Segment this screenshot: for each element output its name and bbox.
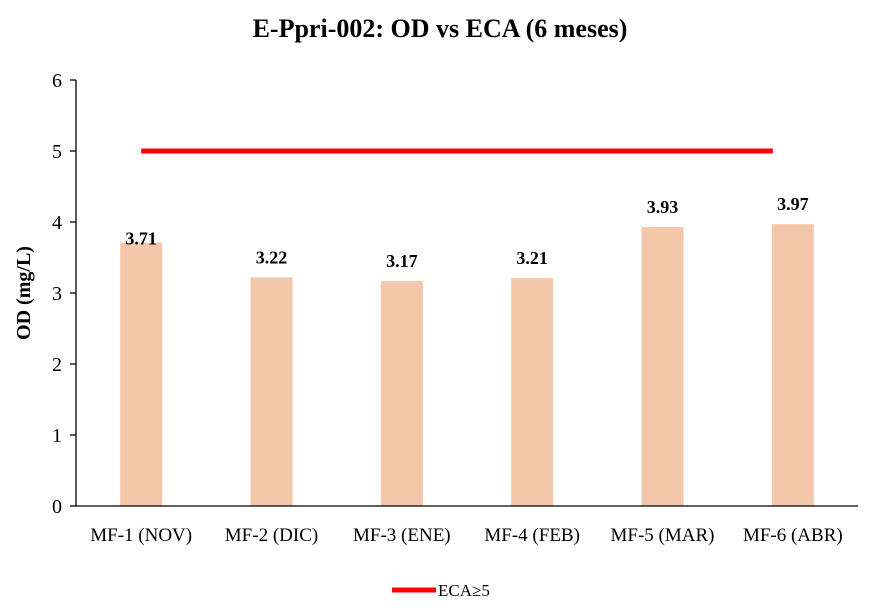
data-label: 3.93 [647, 197, 679, 217]
bars [120, 224, 814, 506]
bar [641, 226, 684, 506]
y-tick-label: 2 [52, 354, 62, 376]
data-label: 3.71 [125, 229, 157, 249]
y-ticks: 0 1 2 3 4 5 6 [52, 70, 76, 518]
y-tick-label: 5 [52, 141, 62, 163]
bar [771, 224, 814, 506]
bar [250, 277, 293, 506]
bar [380, 280, 423, 506]
data-label: 3.17 [386, 251, 418, 271]
data-label: 3.97 [777, 194, 809, 214]
bar [120, 242, 163, 506]
y-tick-label: 4 [52, 212, 62, 234]
legend-label-eca: ECA≥5 [438, 581, 490, 600]
data-label: 3.22 [256, 247, 288, 267]
x-tick-label: MF-2 (DIC) [225, 525, 318, 546]
y-tick-label: 1 [52, 425, 62, 447]
y-tick-label: 6 [52, 70, 62, 92]
data-labels: 3.71 3.22 3.17 3.21 3.93 3.97 [125, 194, 808, 271]
chart-title: E-Ppri-002: OD vs ECA (6 meses) [253, 14, 628, 43]
x-tick-label: MF-1 (NOV) [90, 525, 192, 546]
x-tick-label: MF-4 (FEB) [484, 525, 580, 546]
y-tick-label: 3 [52, 283, 62, 305]
x-tick-labels: MF-1 (NOV) MF-2 (DIC) MF-3 (ENE) MF-4 (FEB)… [90, 525, 842, 546]
legend: ECA≥5 [392, 581, 490, 600]
bar [511, 278, 554, 506]
y-axis-label: OD (mg/L) [13, 246, 35, 340]
x-tick-label: MF-3 (ENE) [353, 525, 451, 546]
y-tick-label: 0 [52, 496, 62, 518]
x-tick-label: MF-6 (ABR) [743, 525, 843, 546]
x-tick-label: MF-5 (MAR) [611, 525, 715, 546]
data-label: 3.21 [516, 248, 548, 268]
